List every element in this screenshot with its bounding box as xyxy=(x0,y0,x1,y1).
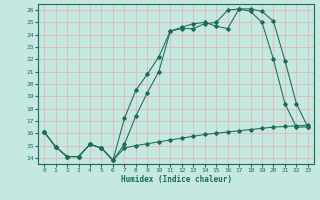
X-axis label: Humidex (Indice chaleur): Humidex (Indice chaleur) xyxy=(121,175,231,184)
